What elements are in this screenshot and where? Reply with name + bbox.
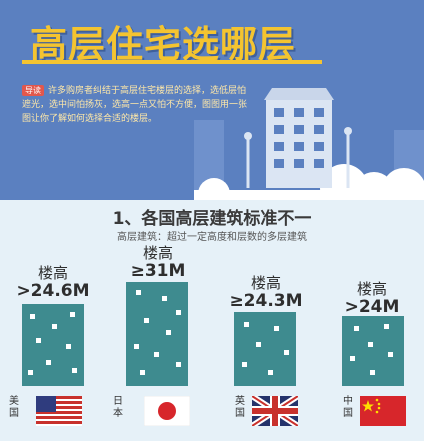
china-height-label: 楼高 >24M — [334, 280, 410, 316]
japan-country-label: 日本 — [113, 396, 123, 419]
usa-height-label: 楼高 >24.6M — [16, 264, 90, 300]
height-value: ≥31M — [130, 261, 186, 281]
header-banner: 高层住宅选哪层 导读 许多购房者纠结于高层住宅楼层的选择，选低层怕遮光，选中间怕扬… — [0, 0, 424, 200]
building-windows — [28, 312, 77, 375]
usa-flag-icon — [36, 396, 82, 426]
height-label-text: 楼高 — [356, 280, 387, 298]
page-title: 高层住宅选哪层 — [30, 23, 296, 66]
height-label-text: 楼高 — [142, 244, 173, 262]
intro-text: 许多购房者纠结于高层住宅楼层的选择，选低层怕遮光，选中间怕扬灰，选高一点又怕不方… — [22, 86, 248, 124]
usa-country-label: 美国 — [9, 396, 19, 419]
japan-flag-icon — [144, 396, 190, 426]
section-title: 1、各国高层建筑标准不一 — [112, 209, 312, 229]
height-value: >24M — [344, 297, 400, 317]
japan-building — [126, 282, 188, 386]
uk-building — [234, 312, 296, 386]
height-value: ≥24.3M — [229, 291, 303, 311]
china-flag-icon — [360, 396, 406, 426]
building-windows — [350, 324, 393, 375]
uk-flag-icon — [252, 396, 298, 426]
japan-height-label: 楼高 ≥31M — [118, 244, 198, 280]
title-underline — [22, 60, 322, 64]
building-illustration — [244, 88, 352, 188]
building-windows — [134, 290, 181, 375]
height-label-text: 楼高 — [250, 274, 281, 292]
china-country-label: 中国 — [343, 396, 353, 419]
intro-tag: 导读 — [22, 85, 44, 96]
height-label-text: 楼高 — [37, 264, 68, 282]
uk-height-label: 楼高 ≥24.3M — [228, 274, 304, 310]
section-subtitle: 高层建筑：超过一定高度和层数的多层建筑 — [117, 232, 307, 243]
building-windows — [242, 322, 289, 375]
uk-country-label: 英国 — [235, 396, 245, 419]
china-building — [342, 316, 404, 386]
intro-paragraph: 导读 许多购房者纠结于高层住宅楼层的选择，选低层怕遮光，选中间怕扬灰，选高一点又怕… — [22, 84, 252, 126]
skyline-illustration — [194, 120, 424, 200]
usa-building — [22, 304, 84, 386]
height-value: >24.6M — [16, 281, 90, 301]
